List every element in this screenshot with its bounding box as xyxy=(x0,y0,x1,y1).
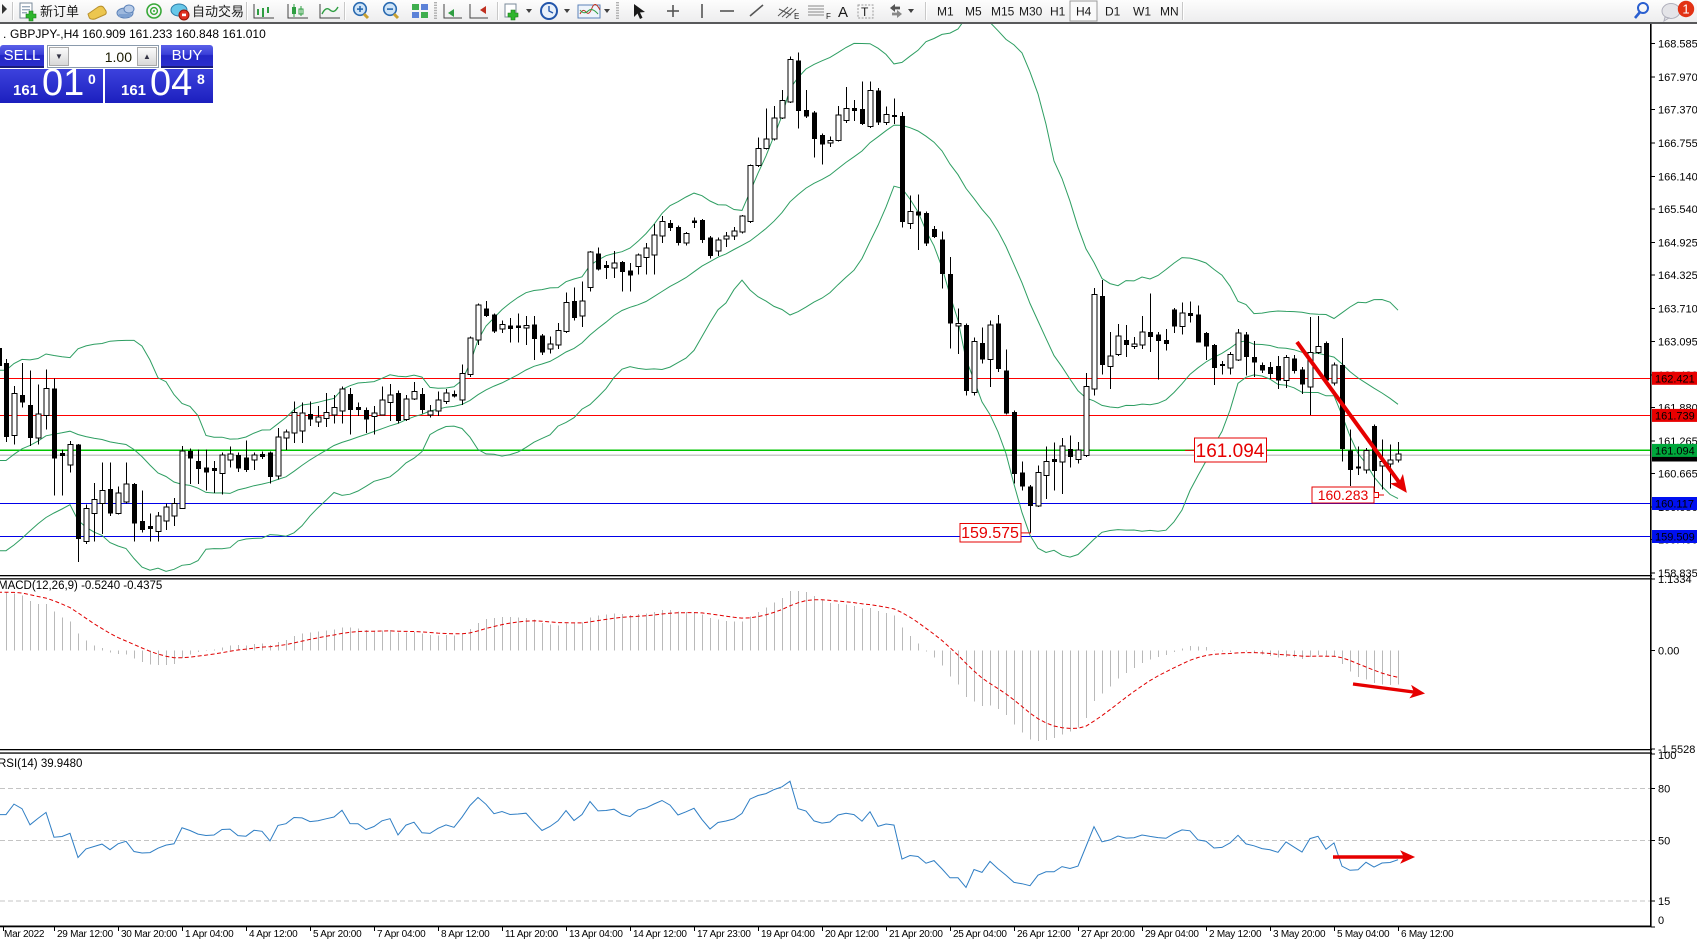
svg-text:167.970: 167.970 xyxy=(1658,72,1697,84)
svg-text:15: 15 xyxy=(1658,896,1670,908)
svg-text:165.540: 165.540 xyxy=(1658,204,1697,216)
svg-text:T: T xyxy=(861,5,869,19)
svg-text:M15: M15 xyxy=(991,5,1015,19)
svg-text:21 Apr 20:00: 21 Apr 20:00 xyxy=(889,929,943,940)
svg-text:新订单: 新订单 xyxy=(40,4,79,19)
svg-text:0: 0 xyxy=(1658,915,1664,927)
svg-text:MACD(12,26,9) -0.5240 -0.4375: MACD(12,26,9) -0.5240 -0.4375 xyxy=(0,580,162,592)
svg-text:26 Apr 12:00: 26 Apr 12:00 xyxy=(1017,929,1071,940)
svg-text:159.575: 159.575 xyxy=(961,525,1019,542)
svg-text:5 Apr 20:00: 5 Apr 20:00 xyxy=(313,929,362,940)
svg-text:80: 80 xyxy=(1658,784,1670,796)
svg-text:160.283: 160.283 xyxy=(1318,487,1369,503)
svg-text:2 May 12:00: 2 May 12:00 xyxy=(1209,929,1262,940)
svg-text:D1: D1 xyxy=(1105,5,1121,19)
svg-text:166.755: 166.755 xyxy=(1658,138,1697,150)
svg-text:8 Apr 12:00: 8 Apr 12:00 xyxy=(441,929,490,940)
svg-text:168.585: 168.585 xyxy=(1658,39,1697,51)
svg-text:29 Apr 04:00: 29 Apr 04:00 xyxy=(1145,929,1199,940)
svg-text:13 Apr 04:00: 13 Apr 04:00 xyxy=(569,929,623,940)
svg-text:17 Apr 23:00: 17 Apr 23:00 xyxy=(697,929,751,940)
svg-text:.: . xyxy=(3,27,6,41)
svg-text:100: 100 xyxy=(1658,750,1676,762)
svg-text:161.739: 161.739 xyxy=(1655,410,1695,422)
svg-text:H1: H1 xyxy=(1050,5,1066,19)
svg-text:166.140: 166.140 xyxy=(1658,171,1697,183)
svg-text:GBPJPY-,H4 160.909 161.233 16: GBPJPY-,H4 160.909 161.233 160.848 161.0… xyxy=(10,27,266,41)
svg-text:160.117: 160.117 xyxy=(1655,499,1694,511)
svg-text:Mar 2022: Mar 2022 xyxy=(4,929,45,940)
svg-text:161.094: 161.094 xyxy=(1196,441,1265,462)
svg-text:M5: M5 xyxy=(965,5,982,19)
svg-text:0.00: 0.00 xyxy=(1658,646,1679,658)
svg-text:27 Apr 20:00: 27 Apr 20:00 xyxy=(1081,929,1135,940)
svg-text:160.665: 160.665 xyxy=(1658,469,1697,481)
svg-text:7 Apr 04:00: 7 Apr 04:00 xyxy=(377,929,426,940)
svg-text:MN: MN xyxy=(1160,5,1179,19)
svg-text:164.925: 164.925 xyxy=(1658,237,1697,249)
svg-text:H4: H4 xyxy=(1076,5,1092,19)
svg-text:164.325: 164.325 xyxy=(1658,270,1697,282)
svg-text:14 Apr 12:00: 14 Apr 12:00 xyxy=(633,929,687,940)
svg-text:5 May 04:00: 5 May 04:00 xyxy=(1337,929,1390,940)
svg-text:20 Apr 12:00: 20 Apr 12:00 xyxy=(825,929,879,940)
svg-text:19 Apr 04:00: 19 Apr 04:00 xyxy=(761,929,815,940)
svg-text:25 Apr 04:00: 25 Apr 04:00 xyxy=(953,929,1007,940)
svg-text:W1: W1 xyxy=(1133,5,1151,19)
svg-text:167.370: 167.370 xyxy=(1658,105,1697,117)
svg-text:30 Mar 20:00: 30 Mar 20:00 xyxy=(121,929,178,940)
svg-text:4 Apr 12:00: 4 Apr 12:00 xyxy=(249,929,298,940)
svg-text:163.710: 163.710 xyxy=(1658,303,1697,315)
svg-text:自动交易: 自动交易 xyxy=(192,4,244,19)
svg-text:F: F xyxy=(826,12,831,21)
svg-text:1.1334: 1.1334 xyxy=(1658,574,1692,586)
svg-text:1 Apr 04:00: 1 Apr 04:00 xyxy=(185,929,234,940)
svg-text:E: E xyxy=(794,12,799,21)
svg-text:159.509: 159.509 xyxy=(1655,532,1695,544)
svg-text:29 Mar 12:00: 29 Mar 12:00 xyxy=(57,929,114,940)
svg-text:163.095: 163.095 xyxy=(1658,337,1697,349)
svg-text:A: A xyxy=(838,4,848,21)
svg-text:3 May 20:00: 3 May 20:00 xyxy=(1273,929,1326,940)
svg-text:162.421: 162.421 xyxy=(1655,373,1695,385)
svg-text:6 May 12:00: 6 May 12:00 xyxy=(1401,929,1454,940)
svg-text:161.094: 161.094 xyxy=(1655,445,1695,457)
svg-text:-1.5528: -1.5528 xyxy=(1658,744,1695,756)
svg-text:RSI(14) 39.9480: RSI(14) 39.9480 xyxy=(0,758,82,770)
svg-text:50: 50 xyxy=(1658,836,1670,848)
svg-text:M1: M1 xyxy=(937,5,954,19)
svg-text:1: 1 xyxy=(1682,2,1689,17)
svg-text:11 Apr 20:00: 11 Apr 20:00 xyxy=(505,929,559,940)
svg-text:M30: M30 xyxy=(1019,5,1043,19)
svg-text:158.835: 158.835 xyxy=(1658,568,1697,580)
